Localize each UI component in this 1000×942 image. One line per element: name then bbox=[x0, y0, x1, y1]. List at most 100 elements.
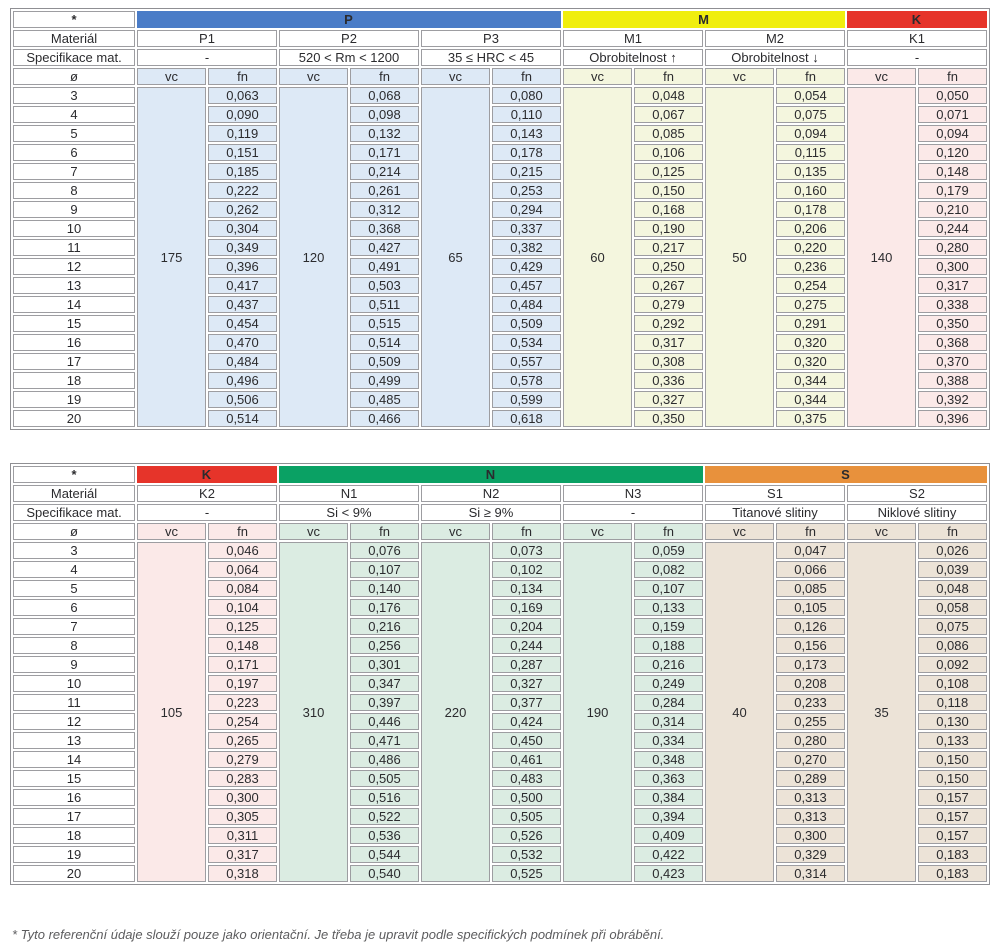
fn-value-cell: 0,253 bbox=[492, 182, 561, 199]
material-cell: P1 bbox=[137, 30, 277, 47]
fn-value-cell: 0,222 bbox=[208, 182, 277, 199]
fn-value-cell: 0,217 bbox=[634, 239, 703, 256]
vc-header-cell: vc bbox=[421, 68, 490, 85]
table-row: 12 0,396 0,491 0,429 0,250 0,236 0,300 bbox=[13, 258, 987, 275]
fn-value-cell: 0,107 bbox=[350, 561, 419, 578]
fn-header-cell: fn bbox=[350, 523, 419, 540]
fn-value-cell: 0,313 bbox=[776, 789, 845, 806]
vc-header-cell: vc bbox=[279, 523, 348, 540]
fn-value-cell: 0,308 bbox=[634, 353, 703, 370]
spec-cell: Niklové slitiny bbox=[847, 504, 987, 521]
material-cell: M2 bbox=[705, 30, 845, 47]
fn-value-cell: 0,125 bbox=[634, 163, 703, 180]
parameters-table: * K N S Materiál K2 N1 N2 N3 S1 S2 Specifikace mat.… bbox=[10, 463, 990, 885]
table-row: 14 0,437 0,511 0,484 0,279 0,275 0,338 bbox=[13, 296, 987, 313]
fn-value-cell: 0,261 bbox=[350, 182, 419, 199]
fn-value-cell: 0,392 bbox=[918, 391, 987, 408]
fn-value-cell: 0,216 bbox=[350, 618, 419, 635]
fn-value-cell: 0,327 bbox=[492, 675, 561, 692]
fn-value-cell: 0,349 bbox=[208, 239, 277, 256]
vc-value-cell: 120 bbox=[279, 87, 348, 427]
fn-value-cell: 0,143 bbox=[492, 125, 561, 142]
fn-value-cell: 0,514 bbox=[208, 410, 277, 427]
table-row: 3 175 0,063 120 0,068 65 0,080 60 0,048 50 0,054 14… bbox=[13, 87, 987, 427]
fn-value-cell: 0,350 bbox=[634, 410, 703, 427]
fn-value-cell: 0,214 bbox=[350, 163, 419, 180]
spec-cell: - bbox=[847, 49, 987, 66]
diameter-cell: 13 bbox=[13, 277, 135, 294]
material-cell: S2 bbox=[847, 485, 987, 502]
diameter-cell: 7 bbox=[13, 163, 135, 180]
fn-value-cell: 0,173 bbox=[776, 656, 845, 673]
fn-value-cell: 0,120 bbox=[918, 144, 987, 161]
table-row: 19 0,506 0,485 0,599 0,327 0,344 0,392 bbox=[13, 391, 987, 408]
material-cell: N1 bbox=[279, 485, 419, 502]
fn-value-cell: 0,350 bbox=[918, 315, 987, 332]
fn-value-cell: 0,098 bbox=[350, 106, 419, 123]
group-band-cell: K bbox=[847, 11, 987, 28]
vc-header-cell: vc bbox=[563, 523, 632, 540]
fn-value-cell: 0,086 bbox=[918, 637, 987, 654]
fn-value-cell: 0,092 bbox=[918, 656, 987, 673]
diameter-cell: 20 bbox=[13, 410, 135, 427]
fn-value-cell: 0,313 bbox=[776, 808, 845, 825]
vc-value-cell: 40 bbox=[705, 542, 774, 882]
fn-value-cell: 0,409 bbox=[634, 827, 703, 844]
fn-value-cell: 0,244 bbox=[492, 637, 561, 654]
fn-value-cell: 0,168 bbox=[634, 201, 703, 218]
table-row: 17 0,484 0,509 0,557 0,308 0,320 0,370 bbox=[13, 353, 987, 370]
fn-value-cell: 0,499 bbox=[350, 372, 419, 389]
fn-value-cell: 0,075 bbox=[918, 618, 987, 635]
fn-value-cell: 0,090 bbox=[208, 106, 277, 123]
fn-value-cell: 0,082 bbox=[634, 561, 703, 578]
spec-cell: Titanové slitiny bbox=[705, 504, 845, 521]
fn-value-cell: 0,216 bbox=[634, 656, 703, 673]
spec-cell: 520 < Rm < 1200 bbox=[279, 49, 419, 66]
table-row: 16 0,300 0,516 0,500 0,384 0,313 0,157 bbox=[13, 789, 987, 806]
fn-value-cell: 0,118 bbox=[918, 694, 987, 711]
fn-value-cell: 0,450 bbox=[492, 732, 561, 749]
fn-value-cell: 0,157 bbox=[918, 827, 987, 844]
fn-value-cell: 0,102 bbox=[492, 561, 561, 578]
table-row: 4 0,090 0,098 0,110 0,067 0,075 0,071 bbox=[13, 106, 987, 123]
vc-value-cell: 190 bbox=[563, 542, 632, 882]
vc-header-cell: vc bbox=[137, 68, 206, 85]
fn-header-cell: fn bbox=[492, 68, 561, 85]
diameter-cell: 14 bbox=[13, 751, 135, 768]
fn-value-cell: 0,068 bbox=[350, 87, 419, 104]
fn-value-cell: 0,169 bbox=[492, 599, 561, 616]
diameter-cell: 17 bbox=[13, 808, 135, 825]
table-row: 18 0,496 0,499 0,578 0,336 0,344 0,388 bbox=[13, 372, 987, 389]
table-row: 14 0,279 0,486 0,461 0,348 0,270 0,150 bbox=[13, 751, 987, 768]
fn-value-cell: 0,470 bbox=[208, 334, 277, 351]
diameter-header-cell: ø bbox=[13, 68, 135, 85]
fn-value-cell: 0,422 bbox=[634, 846, 703, 863]
fn-value-cell: 0,461 bbox=[492, 751, 561, 768]
fn-value-cell: 0,067 bbox=[634, 106, 703, 123]
fn-value-cell: 0,157 bbox=[918, 789, 987, 806]
fn-value-cell: 0,377 bbox=[492, 694, 561, 711]
fn-value-cell: 0,183 bbox=[918, 865, 987, 882]
fn-value-cell: 0,525 bbox=[492, 865, 561, 882]
fn-value-cell: 0,437 bbox=[208, 296, 277, 313]
fn-value-cell: 0,344 bbox=[776, 372, 845, 389]
fn-value-cell: 0,329 bbox=[776, 846, 845, 863]
vc-header-cell: vc bbox=[137, 523, 206, 540]
fn-value-cell: 0,291 bbox=[776, 315, 845, 332]
spec-cell: - bbox=[563, 504, 703, 521]
fn-value-cell: 0,301 bbox=[350, 656, 419, 673]
diameter-cell: 12 bbox=[13, 258, 135, 275]
fn-value-cell: 0,363 bbox=[634, 770, 703, 787]
diameter-cell: 18 bbox=[13, 372, 135, 389]
fn-value-cell: 0,532 bbox=[492, 846, 561, 863]
fn-value-cell: 0,223 bbox=[208, 694, 277, 711]
fn-value-cell: 0,578 bbox=[492, 372, 561, 389]
fn-value-cell: 0,483 bbox=[492, 770, 561, 787]
diameter-cell: 5 bbox=[13, 580, 135, 597]
fn-value-cell: 0,429 bbox=[492, 258, 561, 275]
fn-value-cell: 0,064 bbox=[208, 561, 277, 578]
fn-value-cell: 0,104 bbox=[208, 599, 277, 616]
diameter-cell: 10 bbox=[13, 675, 135, 692]
fn-value-cell: 0,505 bbox=[492, 808, 561, 825]
table-row: 10 0,304 0,368 0,337 0,190 0,206 0,244 bbox=[13, 220, 987, 237]
